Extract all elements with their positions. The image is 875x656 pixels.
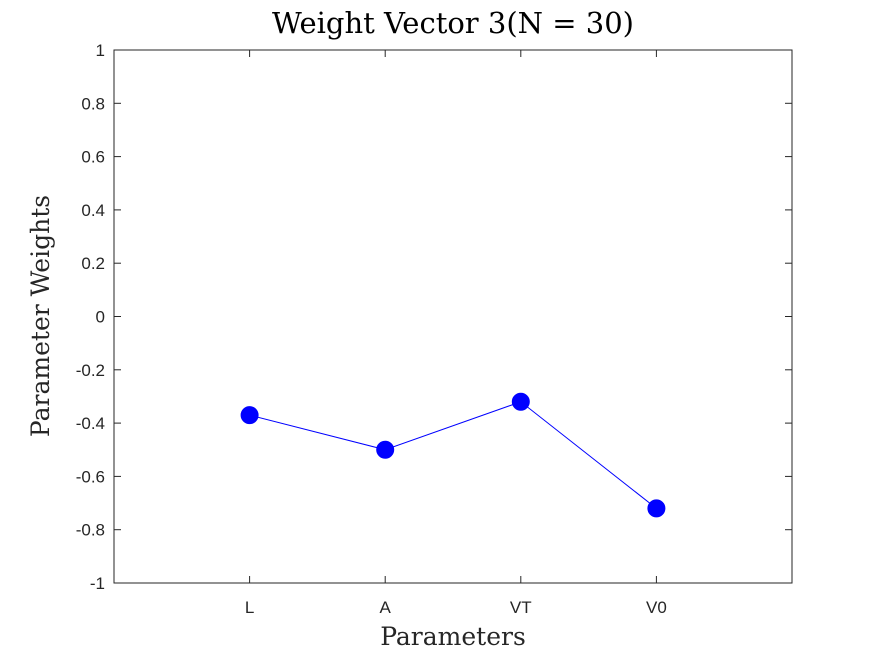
y-tick-label: 0.2 bbox=[81, 254, 105, 273]
data-point bbox=[647, 499, 666, 518]
y-tick-label: 0 bbox=[96, 308, 105, 327]
chart-title: Weight Vector 3(N = 30) bbox=[272, 6, 634, 40]
x-tick-label: VT bbox=[510, 598, 532, 617]
y-tick-label: -1 bbox=[90, 574, 105, 593]
series-line bbox=[249, 401, 657, 509]
y-tick-label: 0.6 bbox=[81, 148, 105, 167]
plot-frame bbox=[113, 49, 793, 584]
series-layer bbox=[240, 392, 666, 518]
data-point bbox=[511, 392, 530, 411]
y-tick-label: 1 bbox=[96, 41, 105, 60]
x-tick-label: L bbox=[245, 598, 254, 617]
y-axis-title: Parameter Weights bbox=[26, 195, 55, 437]
data-point bbox=[240, 406, 259, 425]
x-axis-title: Parameters bbox=[380, 622, 526, 651]
ticks-layer: -1 -0.8 -0.6 -0.4 -0.2 0 0.2 0.4 0.6 0.8 1 L A VT V0 bbox=[76, 41, 792, 617]
y-tick-label: -0.4 bbox=[76, 414, 105, 433]
y-tick-label: -0.2 bbox=[76, 361, 105, 380]
y-tick-label: -0.6 bbox=[76, 467, 105, 486]
plot-area bbox=[114, 50, 792, 583]
data-point bbox=[376, 440, 395, 459]
y-tick-label: 0.8 bbox=[81, 94, 105, 113]
x-tick-label: V0 bbox=[646, 598, 667, 617]
y-tick-label: 0.4 bbox=[81, 201, 105, 220]
y-tick-label: -0.8 bbox=[76, 521, 105, 540]
x-tick-label: A bbox=[380, 598, 392, 617]
